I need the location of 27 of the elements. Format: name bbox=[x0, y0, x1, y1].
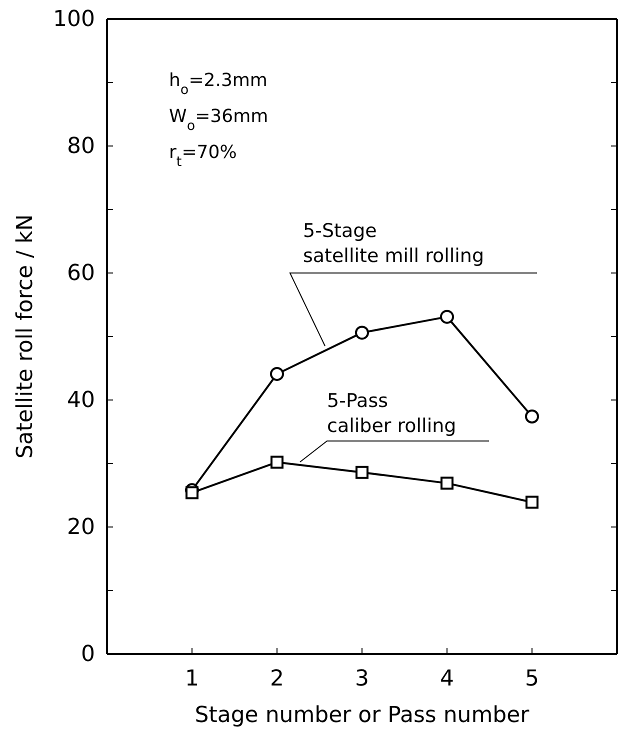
x-tick-label: 1 bbox=[185, 666, 199, 692]
point bbox=[525, 410, 539, 424]
series-label: 5-Pass caliber rolling bbox=[327, 390, 456, 437]
y-tick-label: 60 bbox=[67, 261, 95, 286]
y-tick-label: 0 bbox=[81, 642, 95, 668]
point bbox=[355, 326, 369, 340]
y-axis-title: Satellite roll force / kN bbox=[13, 214, 38, 459]
point bbox=[440, 476, 454, 490]
x-tick-label: 4 bbox=[440, 666, 454, 692]
text: 5-Stage satellite mill rolling bbox=[303, 220, 484, 267]
annotation: W$_{o}$=36mm bbox=[169, 106, 268, 134]
x-tick-label: 3 bbox=[355, 666, 369, 692]
point bbox=[270, 366, 284, 381]
y-tick-label: 80 bbox=[67, 134, 95, 160]
point bbox=[186, 486, 198, 500]
y-tick-label: 100 bbox=[53, 7, 95, 32]
y-tick-label: 20 bbox=[67, 515, 95, 540]
annotation: h$_{o}$=2.3mm bbox=[169, 70, 268, 98]
x-tick-label: 2 bbox=[270, 666, 284, 692]
point bbox=[270, 456, 284, 469]
x-tick-label: 5 bbox=[525, 666, 539, 692]
point bbox=[356, 466, 368, 479]
point bbox=[440, 310, 454, 324]
annotation: r$_{t}$=70% bbox=[169, 142, 237, 170]
x-axis-title: Stage number or Pass number bbox=[194, 703, 530, 728]
y-tick-label: 40 bbox=[67, 388, 95, 414]
point bbox=[526, 496, 538, 509]
